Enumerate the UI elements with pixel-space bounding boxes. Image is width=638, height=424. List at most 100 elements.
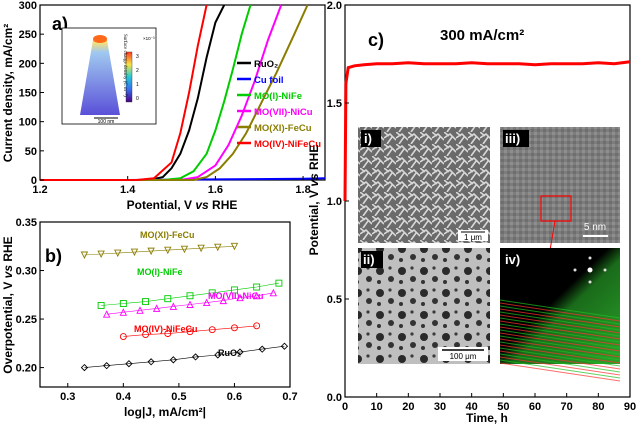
data-point <box>103 362 111 370</box>
panel-c-title: 300 mA/cm² <box>440 27 524 44</box>
label-mo-xi-fecu: MO(XI)-FeCu <box>140 230 195 240</box>
panel-a-y-tick-label: 150 <box>19 88 37 100</box>
panel-c-x-tick-label: 30 <box>434 401 446 413</box>
data-point <box>280 342 289 350</box>
panel-c-label: c) <box>368 30 384 50</box>
micrograph-iv: iv) <box>499 248 621 382</box>
legend-entry: MO(I)-NiFe <box>254 91 302 102</box>
panel-a-y-tick-label: 200 <box>19 58 37 70</box>
micrograph-iv-label: iv) <box>505 252 520 267</box>
panel-b-label: b) <box>45 246 62 266</box>
legend-entry: MO(IV)-NiFeCu <box>254 139 321 150</box>
panel-b-x-tick-label: 0.7 <box>282 391 297 403</box>
series-line <box>123 325 257 337</box>
data-point <box>186 300 194 308</box>
data-point <box>80 363 89 372</box>
data-point <box>119 308 128 316</box>
panel-c-y-tick-label: 2.0 <box>327 0 342 12</box>
panel-c-x-tick-label: 70 <box>561 401 573 413</box>
panel-c-x-tick-label: 0 <box>342 401 348 413</box>
panel-a-inset: ×10⁻³ Surface charge density (C m⁻²) 3 2 1… <box>61 27 157 125</box>
data-point <box>253 283 261 291</box>
colorbar-exponent: ×10⁻³ <box>143 36 155 41</box>
data-point <box>97 250 105 259</box>
data-point <box>230 324 238 332</box>
panel-c-x-tick-label: 60 <box>529 401 541 413</box>
legend-entry: MO(XI)-FeCu <box>254 123 312 134</box>
series-line <box>106 292 274 315</box>
micrograph-i: i) 1 μm <box>358 127 490 243</box>
series-line-mo-iv-nifecu <box>40 4 208 181</box>
data-point <box>197 244 205 253</box>
colorbar-ticks: 3 2 1 0 <box>136 54 139 102</box>
panel-b-x-ticks: 0.3 0.4 0.5 0.6 0.7 <box>60 383 298 403</box>
panel-b-x-axis-label: log|J, mA/cm²| <box>124 405 206 419</box>
micrograph-i-scale: 1 μm <box>464 233 482 242</box>
stability-curve <box>343 60 631 202</box>
panel-b-y-tick-label: 0.25 <box>16 314 37 326</box>
panel-c-y-tick-label: 0.5 <box>327 294 342 306</box>
panel-c-y-ticks: 0.0 0.5 1.0 1.5 2.0 <box>327 0 349 404</box>
panel-c: 0 10 20 30 40 50 60 70 80 90 0.0 0.5 1.0 1.5 2.0 c) 3… <box>307 0 636 424</box>
label-ruo2: RuO₂ <box>218 348 241 358</box>
panel-c-y-axis-label: Potential, V vs RHE <box>307 145 321 256</box>
panel-a-y-ticks: 0 50 100 150 200 250 300 <box>19 0 44 187</box>
data-point <box>219 296 228 305</box>
data-point <box>230 242 239 251</box>
data-point <box>97 302 105 309</box>
micrograph-i-label: i) <box>364 131 372 146</box>
data-point <box>142 298 150 306</box>
data-point <box>102 310 111 318</box>
colorbar-tick-label: 3 <box>136 54 139 60</box>
data-point <box>258 345 266 353</box>
panel-c-x-tick-label: 10 <box>371 401 383 413</box>
panel-a-y-tick-label: 50 <box>25 146 37 158</box>
series-line <box>84 246 235 256</box>
data-point <box>114 249 122 258</box>
panel-a-x-tick-label: 1.8 <box>295 184 310 196</box>
cone-simulation <box>80 36 120 115</box>
micrograph-ii: ii) 100 μm <box>358 248 490 364</box>
micrograph-iii: iii) 5 nm <box>500 127 620 263</box>
colorbar-tick-label: 0 <box>136 96 139 102</box>
panel-a-y-tick-label: 0 <box>31 175 37 187</box>
colorbar-tick-label: 2 <box>136 68 139 74</box>
panel-a-series <box>40 4 326 181</box>
label-mo-i-nife: MO(I)-NiFe <box>137 267 183 277</box>
label-mo-vii-nicu: MO(VII)-NiCu <box>208 291 264 301</box>
panel-c-series <box>343 60 631 202</box>
micrograph-ii-scale: 100 μm <box>450 352 477 361</box>
series-line <box>101 282 279 306</box>
micrograph-iii-label: iii) <box>505 131 520 146</box>
panel-b: 0.3 0.4 0.5 0.6 0.7 0.20 0.25 0.30 0.35 b) log|… <box>1 217 298 419</box>
data-point <box>142 331 150 339</box>
data-point <box>214 351 222 359</box>
data-point <box>80 251 89 260</box>
panel-b-y-axis-label: Overpotential, V vs RHE <box>1 236 15 373</box>
series-line-ruo- <box>40 4 226 181</box>
data-point <box>236 348 244 356</box>
data-point <box>164 246 172 255</box>
data-point <box>136 306 144 314</box>
legend-entry: Cu foil <box>254 75 284 86</box>
legend-entry: RuO₂ <box>254 59 278 70</box>
data-point <box>130 248 139 257</box>
data-point <box>208 289 216 297</box>
roi-box <box>540 195 572 222</box>
data-point <box>152 304 161 312</box>
data-point <box>269 288 278 297</box>
panel-a-x-tick-label: 1.4 <box>120 184 136 196</box>
series-line <box>84 345 285 368</box>
data-point <box>125 360 133 368</box>
data-point <box>230 286 238 294</box>
data-point <box>169 356 177 364</box>
data-point <box>202 298 211 307</box>
panel-a-y-tick-label: 100 <box>19 117 37 129</box>
data-point <box>214 243 222 252</box>
data-point <box>186 292 194 300</box>
data-point <box>275 279 283 287</box>
panel-c-y-tick-label: 0.0 <box>327 392 342 404</box>
panel-c-y-tick-label: 1.0 <box>327 196 342 208</box>
